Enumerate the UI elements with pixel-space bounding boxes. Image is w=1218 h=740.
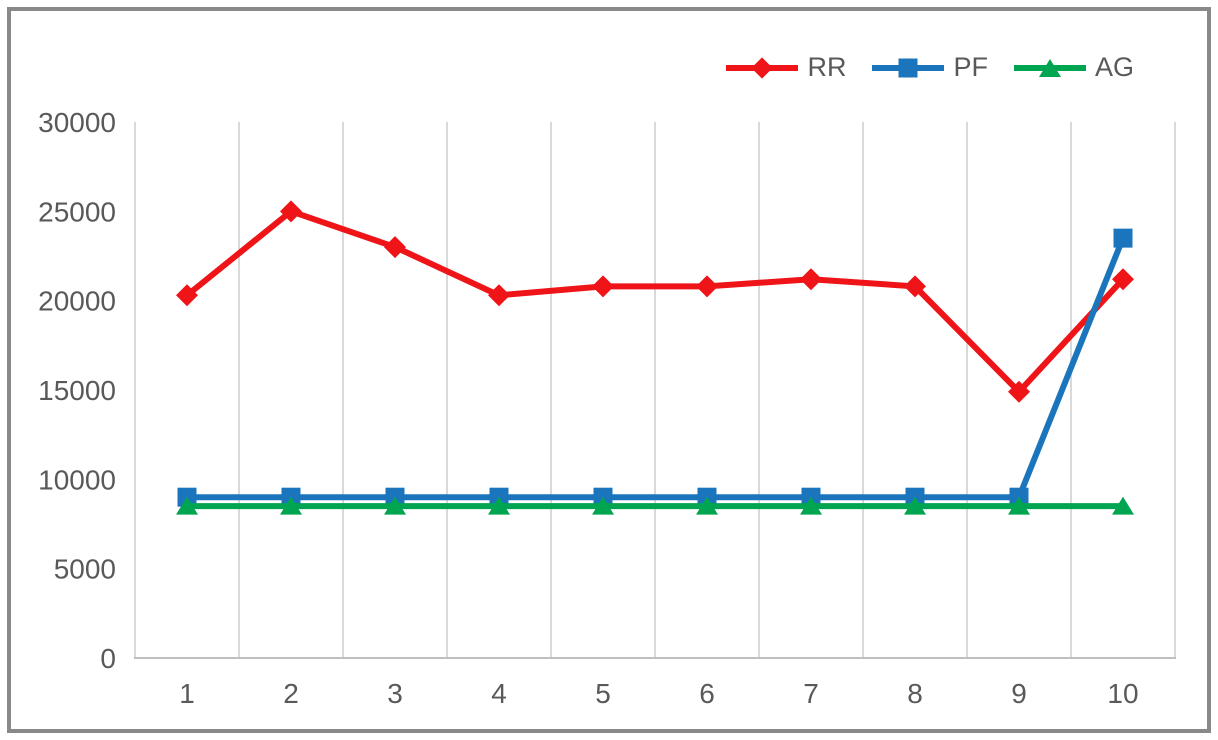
marker-AG-7 xyxy=(800,496,822,515)
marker-AG-5 xyxy=(592,496,614,515)
x-tick-label: 8 xyxy=(907,678,923,709)
marker-AG-4 xyxy=(488,496,510,515)
marker-AG-8 xyxy=(904,496,926,515)
diamond-marker-icon xyxy=(751,56,774,79)
chart-outer-border xyxy=(7,7,1211,733)
legend-item-ag: AG xyxy=(1013,52,1134,83)
triangle-marker-icon xyxy=(1038,58,1061,77)
marker-AG-10 xyxy=(1112,496,1134,515)
x-tick-label: 5 xyxy=(595,678,611,709)
x-tick-label: 1 xyxy=(179,678,195,709)
legend-item-rr: RR xyxy=(726,52,846,83)
x-tick-label: 4 xyxy=(491,678,507,709)
y-tick-label: 30000 xyxy=(38,107,116,138)
marker-AG-1 xyxy=(176,496,198,515)
x-tick-label: 9 xyxy=(1011,678,1027,709)
y-tick-label: 15000 xyxy=(38,375,116,406)
x-tick-label: 2 xyxy=(283,678,299,709)
square-marker-icon xyxy=(898,58,918,77)
marker-RR-7 xyxy=(800,268,822,291)
marker-RR-9 xyxy=(1008,380,1030,403)
y-tick-label: 0 xyxy=(100,643,116,674)
marker-RR-6 xyxy=(696,275,718,298)
x-tick-label: 7 xyxy=(803,678,819,709)
marker-AG-9 xyxy=(1008,496,1030,515)
y-tick-label: 25000 xyxy=(38,196,116,227)
legend-label-pf: PF xyxy=(953,52,988,82)
marker-RR-1 xyxy=(176,284,198,307)
marker-RR-3 xyxy=(384,236,406,259)
marker-RR-2 xyxy=(280,200,302,223)
legend-item-pf: PF xyxy=(872,52,988,83)
x-tick-label: 10 xyxy=(1107,678,1138,709)
y-tick-label: 5000 xyxy=(54,554,116,585)
legend-sample-rr xyxy=(726,55,799,81)
series-line-RR xyxy=(184,207,1126,397)
series-line-PF xyxy=(184,235,1126,501)
marker-PF-10 xyxy=(1113,228,1133,248)
legend-sample-pf xyxy=(872,55,945,81)
y-tick-label: 10000 xyxy=(38,464,116,495)
marker-AG-3 xyxy=(384,496,406,515)
legend-label-ag: AG xyxy=(1094,52,1134,82)
marker-RR-10 xyxy=(1112,268,1134,291)
marker-RR-4 xyxy=(488,284,510,307)
marker-AG-2 xyxy=(280,496,302,515)
x-tick-label: 6 xyxy=(699,678,715,709)
x-tick-label: 3 xyxy=(387,678,403,709)
legend-sample-ag xyxy=(1013,55,1086,81)
marker-RR-8 xyxy=(904,275,926,298)
y-tick-label: 20000 xyxy=(38,286,116,317)
legend: RR PF AG xyxy=(726,52,1134,83)
marker-AG-6 xyxy=(696,496,718,515)
legend-label-rr: RR xyxy=(807,52,847,82)
marker-RR-5 xyxy=(592,275,614,298)
